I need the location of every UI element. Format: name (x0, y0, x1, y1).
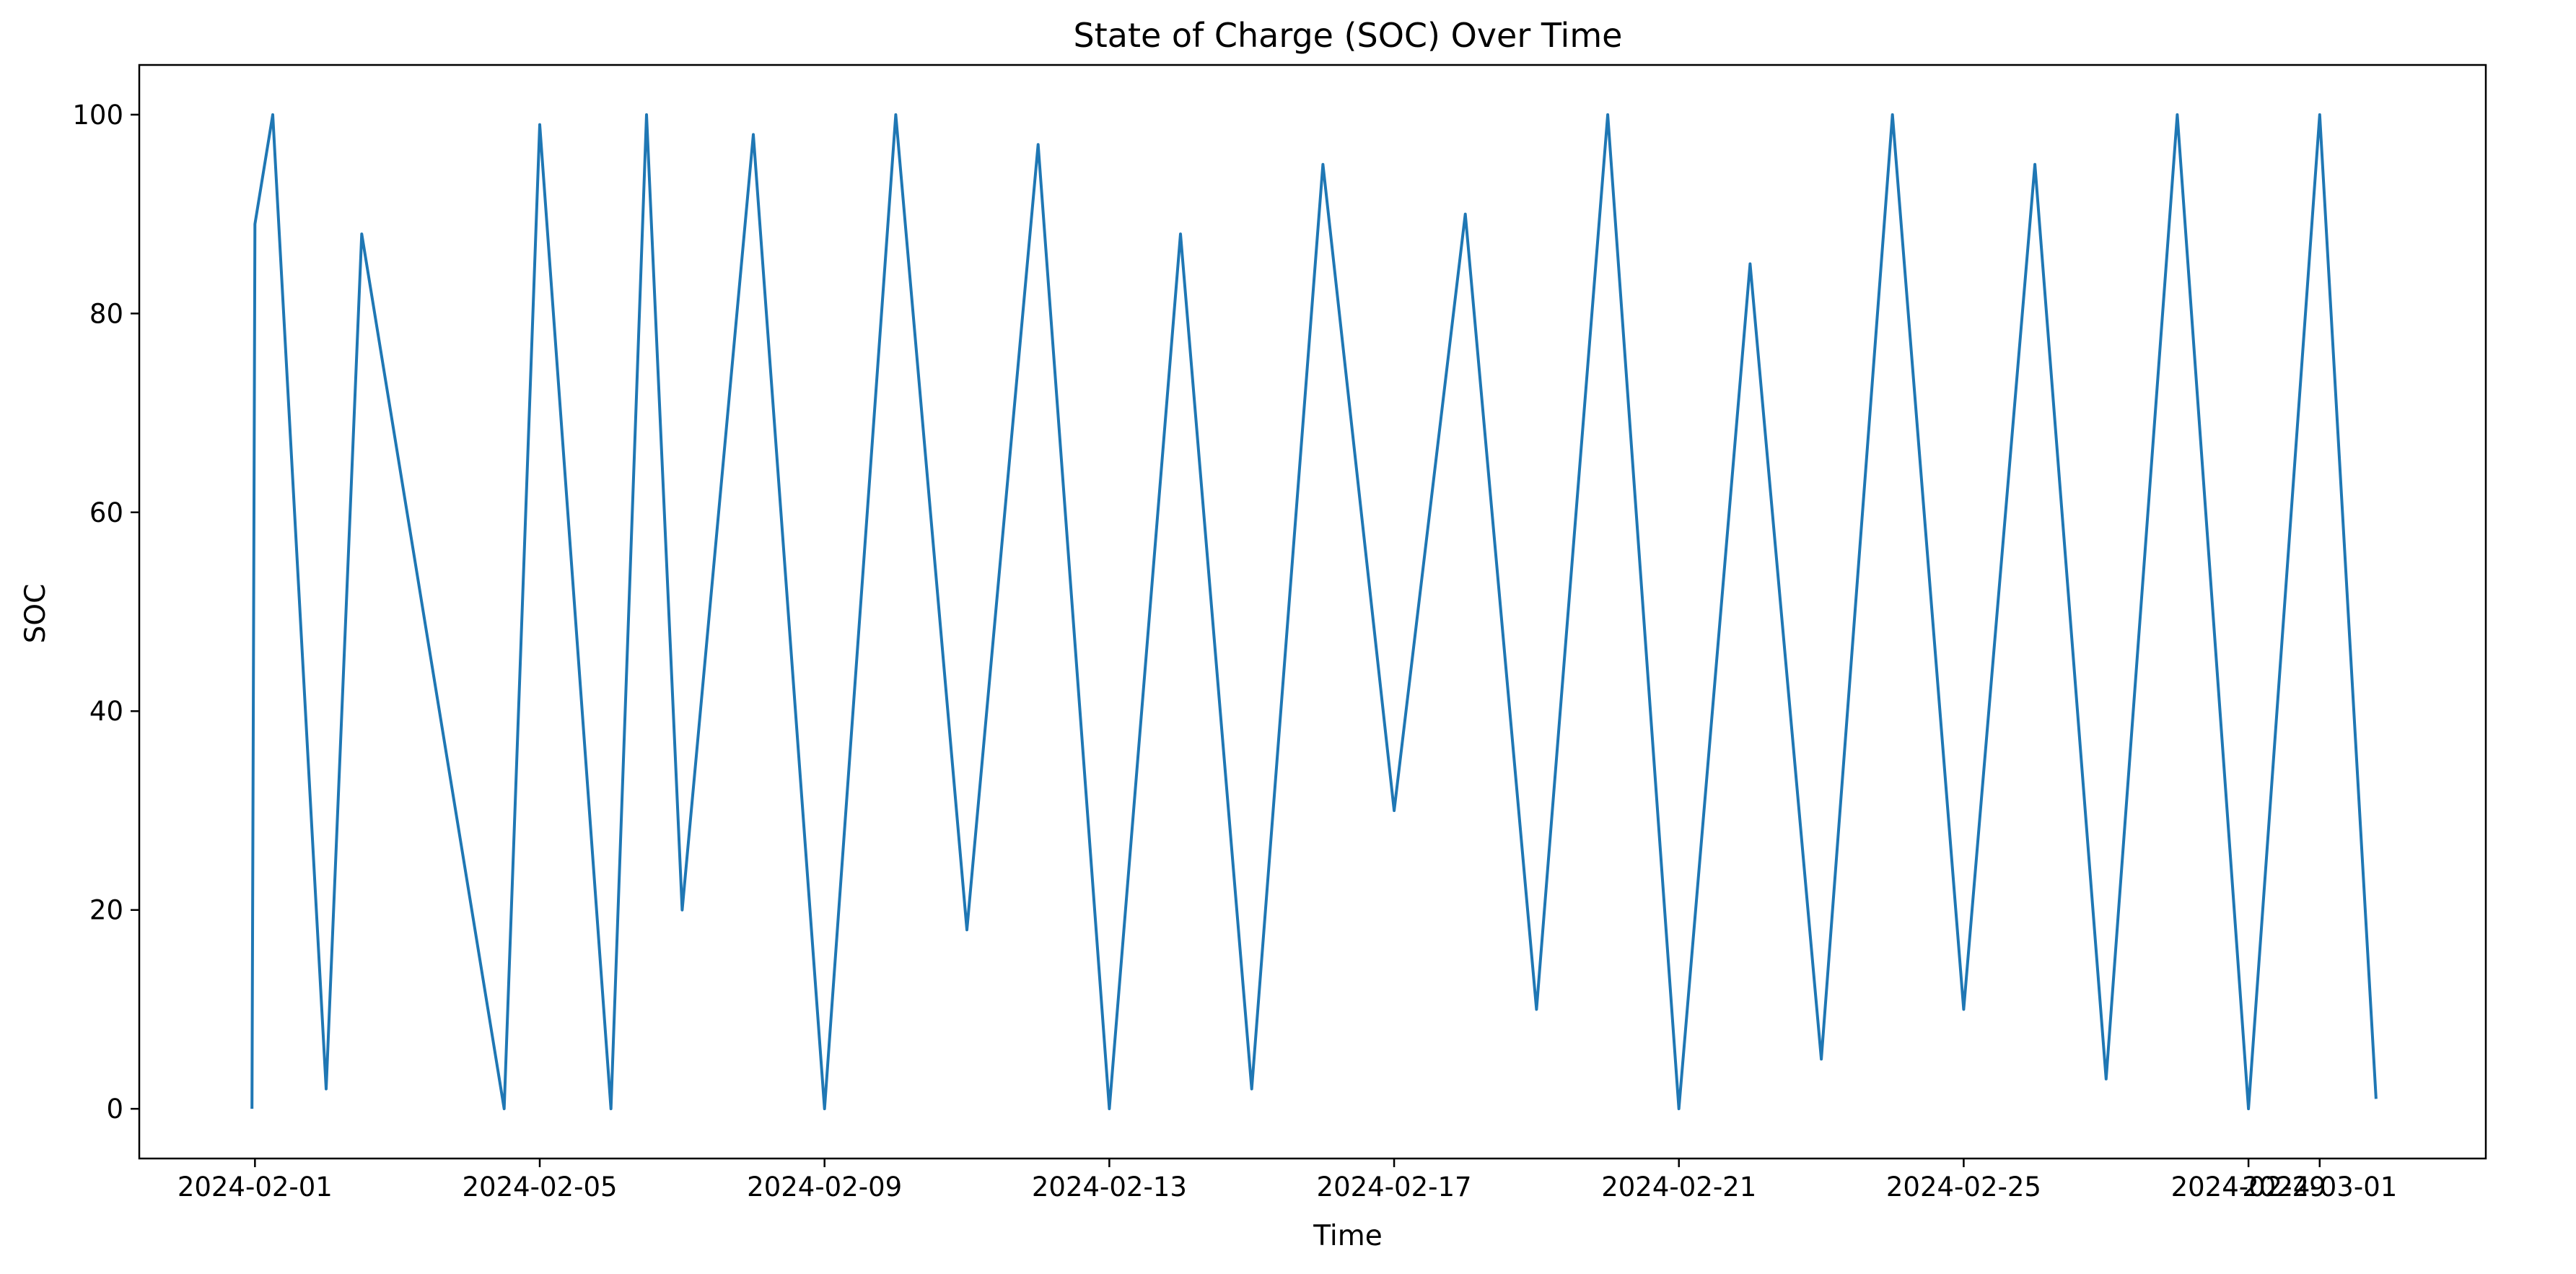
x-tick-label: 2024-02-13 (1032, 1172, 1187, 1203)
y-axis: 0 20 40 60 80 100 (72, 100, 139, 1125)
y-tick-label: 0 (106, 1094, 123, 1125)
x-tick-label: 2024-02-25 (1886, 1172, 2041, 1203)
y-tick-label: 100 (72, 100, 123, 131)
plot-frame (138, 64, 2487, 1160)
plot-area (138, 64, 2487, 1160)
x-axis: 2024-02-01 2024-02-05 2024-02-09 2024-02-13… (178, 1159, 2397, 1203)
x-tick-label: 2024-02-09 (747, 1172, 902, 1203)
y-axis-title: SOC (19, 584, 52, 644)
chart-title: State of Charge (SOC) Over Time (1074, 16, 1623, 55)
x-axis-title: Time (1313, 1220, 1382, 1252)
x-tick-label: 2024-03-01 (2242, 1172, 2397, 1203)
x-tick-label: 2024-02-29 (2171, 1172, 2326, 1203)
series-layer (250, 113, 2378, 1111)
y-tick-label: 80 (89, 298, 123, 329)
soc-series-line (250, 113, 2378, 1111)
x-tick-label: 2024-02-01 (178, 1172, 333, 1203)
y-tick-label: 40 (89, 696, 123, 727)
x-tick-label: 2024-02-05 (463, 1172, 618, 1203)
x-tick-label: 2024-02-17 (1317, 1172, 1472, 1203)
x-tick-label: 2024-02-21 (1601, 1172, 1756, 1203)
y-tick-label: 20 (89, 895, 123, 926)
y-tick-label: 60 (89, 497, 123, 528)
